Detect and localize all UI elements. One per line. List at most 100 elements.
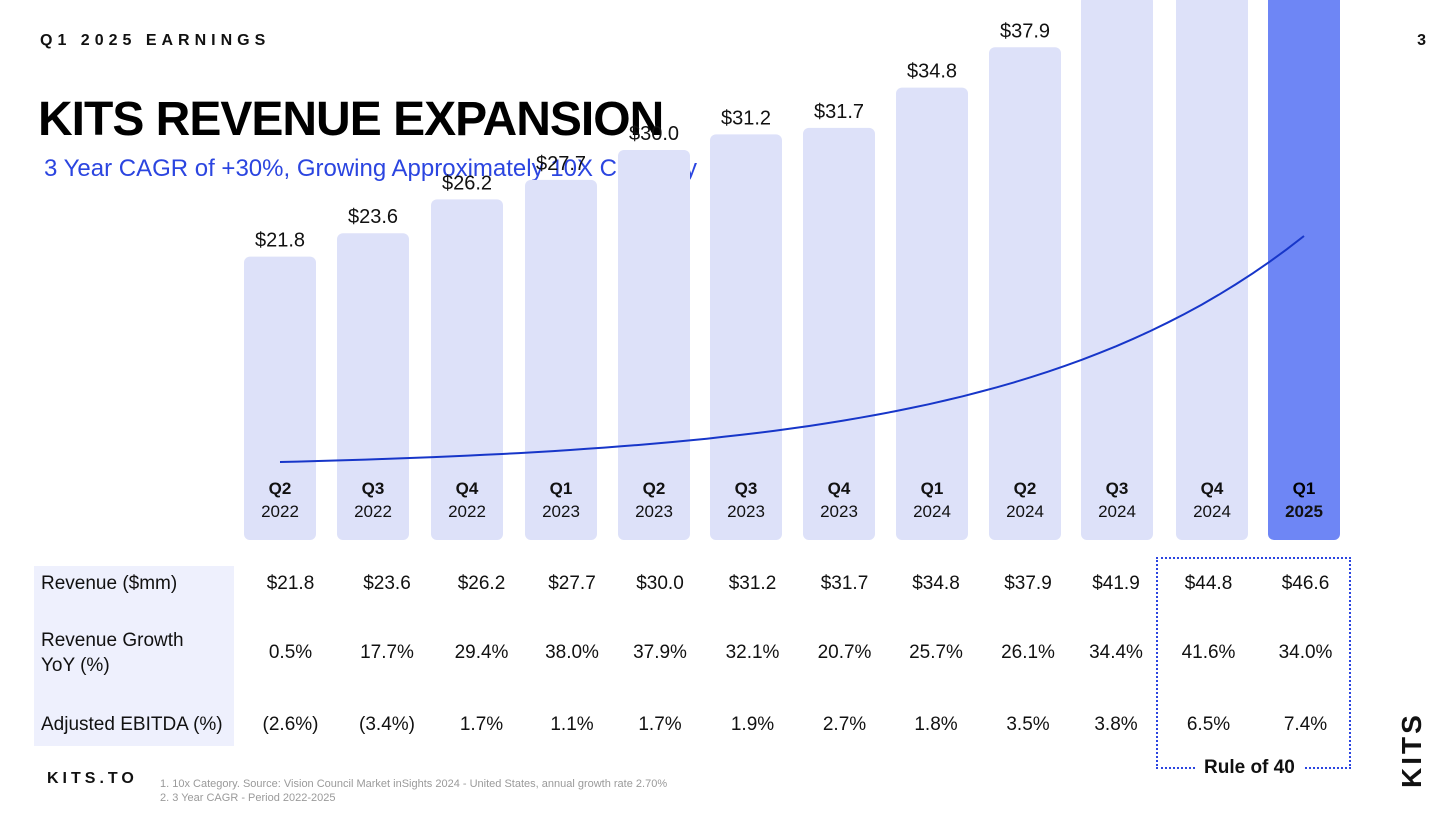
table-row-ebitda: Adjusted EBITDA (%) (2.6%) (3.4%) 1.7% 1.1%… bbox=[34, 704, 1354, 746]
x-tick-year: 2022 bbox=[261, 502, 299, 521]
row-label-growth-line1: Revenue Growth bbox=[41, 630, 184, 651]
table-cell: 6.5% bbox=[1186, 714, 1231, 735]
table-cell: $21.8 bbox=[266, 573, 315, 594]
x-tick-quarter: Q2 bbox=[643, 479, 666, 498]
x-tick-year: 2025 bbox=[1285, 502, 1323, 521]
row-label-ebitda: Adjusted EBITDA (%) bbox=[34, 704, 234, 746]
bar-value-label: $21.8 bbox=[255, 230, 305, 252]
bar-value-label: $23.6 bbox=[348, 206, 398, 228]
table-cell: 1.8% bbox=[914, 714, 958, 735]
rule-of-40-box bbox=[1156, 557, 1351, 769]
x-tick-quarter: Q1 bbox=[550, 479, 573, 498]
table-cell: $44.8 bbox=[1184, 573, 1233, 594]
table-cell: 26.1% bbox=[1001, 642, 1055, 663]
table-cell: $23.6 bbox=[363, 573, 411, 594]
x-tick-quarter: Q1 bbox=[1293, 479, 1316, 498]
table-cell: $34.8 bbox=[912, 573, 960, 594]
table-row-growth: Revenue Growth YoY (%) 0.5% 17.7% 29.4% 38.0… bbox=[34, 602, 1354, 704]
x-tick-year: 2024 bbox=[1098, 502, 1136, 521]
trendline bbox=[279, 235, 1305, 463]
x-tick-quarter: Q2 bbox=[269, 479, 292, 498]
table-cell: 2.7% bbox=[822, 714, 867, 735]
bar-q4-2022 bbox=[431, 199, 503, 540]
bar-value-label: $31.7 bbox=[814, 101, 864, 123]
rule-of-40-label: Rule of 40 bbox=[1196, 757, 1303, 779]
footnote-2: 2. 3 Year CAGR - Period 2022-2025 bbox=[160, 792, 336, 804]
bar-q1-2025 bbox=[1268, 0, 1340, 540]
bar-q2-2023 bbox=[618, 150, 690, 540]
table-cell: $31.2 bbox=[728, 573, 777, 594]
table-cell: 34.4% bbox=[1089, 642, 1143, 663]
metrics-table: Revenue ($mm) $21.8 $23.6 $26.2 $27.7 $30.0 $… bbox=[34, 566, 1354, 746]
bar-q2-2022 bbox=[244, 256, 316, 540]
x-tick-year: 2023 bbox=[542, 502, 580, 521]
table-cell: 7.4% bbox=[1283, 714, 1328, 735]
x-tick-year: 2023 bbox=[635, 502, 673, 521]
bar-q1-2023 bbox=[525, 179, 597, 540]
x-tick-year: 2024 bbox=[1193, 502, 1231, 521]
table-cell: 34.0% bbox=[1278, 642, 1333, 663]
table-cell: 1.7% bbox=[459, 714, 504, 735]
x-tick-year: 2022 bbox=[448, 502, 486, 521]
table-cell: 1.9% bbox=[730, 714, 775, 735]
footnote-1: 1. 10x Category. Source: Vision Council … bbox=[160, 778, 668, 790]
table-cell: 0.5% bbox=[268, 642, 313, 663]
table-cell: 20.7% bbox=[817, 642, 872, 663]
table-cell: 1.1% bbox=[550, 714, 594, 735]
x-tick-year: 2023 bbox=[820, 502, 858, 521]
footnotes: 1. 10x Category. Source: Vision Council … bbox=[160, 777, 667, 805]
x-tick-quarter: Q4 bbox=[1201, 479, 1224, 498]
page-title: KITS REVENUE EXPANSION bbox=[38, 93, 664, 146]
table-cell: $46.6 bbox=[1281, 573, 1330, 594]
footer-brand: KITS.TO bbox=[47, 770, 138, 787]
table-cell: 38.0% bbox=[545, 642, 599, 663]
x-tick-year: 2022 bbox=[354, 502, 392, 521]
bar-q1-2024 bbox=[896, 87, 968, 540]
bar-q4-2023 bbox=[803, 127, 875, 541]
bar-q3-2022 bbox=[337, 233, 409, 540]
bar-q3-2024 bbox=[1081, 0, 1153, 540]
x-tick-year: 2024 bbox=[1006, 502, 1044, 521]
x-tick-quarter: Q4 bbox=[456, 479, 479, 498]
table-cell: 29.4% bbox=[454, 642, 509, 663]
bar-value-label: $37.9 bbox=[1000, 20, 1050, 42]
table-cell: (2.6%) bbox=[262, 714, 319, 735]
table-row-revenue: Revenue ($mm) $21.8 $23.6 $26.2 $27.7 $30.0 $… bbox=[34, 566, 1354, 602]
table-cell: 1.7% bbox=[638, 714, 682, 735]
table-cell: 3.5% bbox=[1006, 714, 1050, 735]
table-cell: (3.4%) bbox=[359, 714, 415, 735]
x-tick-year: 2023 bbox=[727, 502, 765, 521]
row-label-revenue: Revenue ($mm) bbox=[34, 566, 234, 602]
table-cell: 3.8% bbox=[1094, 714, 1138, 735]
section-label: Q1 2025 EARNINGS bbox=[40, 32, 271, 49]
x-tick-quarter: Q3 bbox=[735, 479, 758, 498]
bar-q4-2024 bbox=[1176, 0, 1248, 540]
page-subtitle: 3 Year CAGR of +30%, Growing Approximate… bbox=[44, 155, 698, 182]
table-cell: 32.1% bbox=[725, 642, 780, 663]
x-tick-quarter: Q1 bbox=[921, 479, 944, 498]
bar-q2-2024 bbox=[989, 47, 1061, 541]
table-cell: 37.9% bbox=[633, 642, 687, 663]
revenue-bar-chart: $21.8Q22022$23.6Q32022$26.2Q42022$27.7Q1… bbox=[244, 0, 1340, 541]
page-number: 3 bbox=[1417, 32, 1426, 49]
table-cell: 25.7% bbox=[909, 642, 963, 663]
table-cell: $26.2 bbox=[457, 573, 506, 594]
table-cell: 41.6% bbox=[1181, 642, 1236, 663]
bar-q3-2023 bbox=[710, 134, 782, 540]
table-cell: $37.9 bbox=[1004, 573, 1052, 594]
x-tick-quarter: Q3 bbox=[1106, 479, 1129, 498]
side-brand-logo: KITS bbox=[1396, 712, 1427, 788]
table-cell: $41.9 bbox=[1092, 573, 1140, 594]
table-cell: $31.7 bbox=[820, 573, 869, 594]
x-tick-quarter: Q4 bbox=[828, 479, 851, 498]
x-tick-quarter: Q3 bbox=[362, 479, 385, 498]
bar-value-label: $31.2 bbox=[721, 107, 771, 129]
table-cell: $27.7 bbox=[548, 573, 596, 594]
table-cell: 17.7% bbox=[360, 642, 414, 663]
row-label-growth: Revenue Growth YoY (%) bbox=[34, 602, 234, 704]
bar-value-label: $34.8 bbox=[907, 61, 957, 83]
x-tick-year: 2024 bbox=[913, 502, 951, 521]
table-cell: $30.0 bbox=[636, 573, 684, 594]
x-tick-quarter: Q2 bbox=[1014, 479, 1037, 498]
row-label-growth-line2: YoY (%) bbox=[41, 655, 110, 676]
